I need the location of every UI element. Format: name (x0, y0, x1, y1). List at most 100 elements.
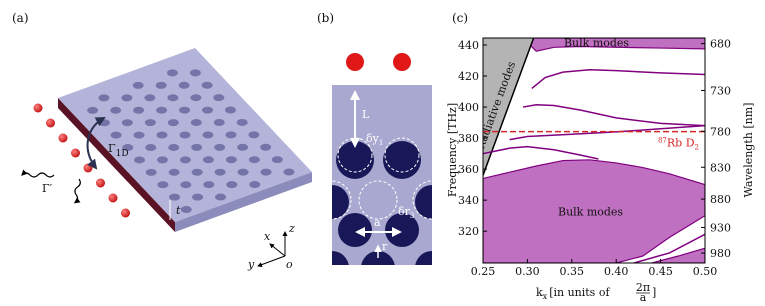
atom (46, 118, 55, 128)
hole (383, 141, 421, 179)
hole (179, 131, 191, 139)
hole (98, 94, 110, 102)
x-title-main: kx [in units of (536, 286, 610, 301)
x-title-text: [in units of (549, 286, 610, 299)
hole (157, 181, 169, 189)
x-tick-label: 0.45 (648, 265, 673, 278)
bulk-band (522, 38, 705, 52)
gamma-1d-label: Γ1D (108, 142, 129, 159)
hole (214, 168, 226, 176)
y-tick-label: 400 (458, 101, 479, 114)
gamma-sub: 1D (116, 149, 129, 159)
gamma-prime-label: Γ′ (42, 182, 53, 195)
bulk-band (651, 247, 705, 263)
hole (249, 181, 261, 189)
y2-axis-title: Wavelength [nm] (742, 103, 755, 198)
x-title-close: ] (652, 286, 656, 299)
y-axis (257, 255, 286, 267)
hole (225, 131, 237, 139)
x-axis (269, 243, 286, 257)
hole (237, 168, 249, 176)
hole (133, 131, 145, 139)
y-tick-label: 340 (458, 194, 479, 207)
hole (336, 141, 374, 179)
hole (155, 81, 167, 89)
atom (58, 133, 68, 143)
hole (169, 193, 181, 201)
slab (58, 48, 312, 232)
y2-tick-label: 980 (710, 247, 731, 260)
y-tick-label: 360 (458, 163, 479, 176)
d2-base: Rb D (667, 137, 695, 150)
d2-sup: 87 (658, 137, 667, 145)
hole (191, 143, 203, 151)
panel-label: (a) (12, 11, 29, 25)
hole (248, 156, 260, 164)
y-axis-title: Frequency [THz] (446, 103, 459, 197)
hole (156, 156, 168, 164)
hole (215, 193, 227, 201)
hole (225, 106, 237, 114)
hole (237, 143, 249, 151)
y-tick-label: 320 (458, 225, 479, 238)
hole (133, 106, 145, 114)
hole (225, 156, 237, 164)
z-label: z (288, 222, 295, 235)
x-tick-label: 0.35 (560, 265, 585, 278)
hole (122, 144, 134, 152)
hole (338, 213, 372, 247)
hole (180, 181, 192, 189)
dy1-label: δy1 (366, 132, 383, 147)
hole (179, 106, 191, 114)
hole (156, 131, 168, 139)
x-title-base: k (536, 286, 543, 299)
hole (332, 185, 349, 219)
hole (213, 119, 225, 126)
bulk-label: Bulk modes (564, 36, 629, 49)
hole (260, 168, 272, 176)
dr3-base: δr (398, 205, 411, 218)
hole (156, 106, 168, 114)
hole (361, 251, 395, 265)
panel-label: (c) (452, 11, 468, 25)
hole (144, 94, 156, 102)
y-label: y (247, 258, 255, 271)
x-tick-label: 0.30 (515, 265, 540, 278)
hole (260, 143, 272, 151)
atom (71, 148, 80, 158)
hole (189, 69, 201, 77)
y2-tick-label: 930 (710, 221, 731, 234)
hole (179, 156, 191, 164)
hole (133, 156, 145, 164)
axes-gizmo: z x y o (247, 222, 295, 271)
x-label: x (264, 230, 271, 243)
hole-outline (337, 137, 373, 173)
x-tick-label: 0.25 (471, 265, 496, 278)
hole (166, 69, 178, 77)
x-title-numerator: 2π (636, 281, 650, 294)
x-axis-title: kx [in units of 2π a ] (536, 281, 656, 304)
dr3-label: δr3 (398, 205, 414, 220)
gamma-base: Γ (108, 142, 116, 155)
hole (213, 94, 225, 102)
L-label: L (362, 108, 370, 121)
hole (121, 119, 133, 127)
hole (178, 81, 190, 89)
hole (385, 213, 419, 247)
atom (83, 163, 93, 173)
atom (121, 208, 130, 218)
hole (145, 168, 157, 176)
hole (202, 131, 214, 139)
hole (110, 106, 122, 114)
x-tick-label: 0.50 (693, 265, 718, 278)
hole (202, 106, 214, 114)
hole (236, 118, 248, 126)
band-line (483, 145, 599, 160)
hole (226, 181, 238, 189)
y2-tick-label: 730 (710, 84, 731, 97)
hole (168, 168, 180, 176)
hole (415, 251, 432, 265)
origin-label: o (286, 258, 293, 271)
